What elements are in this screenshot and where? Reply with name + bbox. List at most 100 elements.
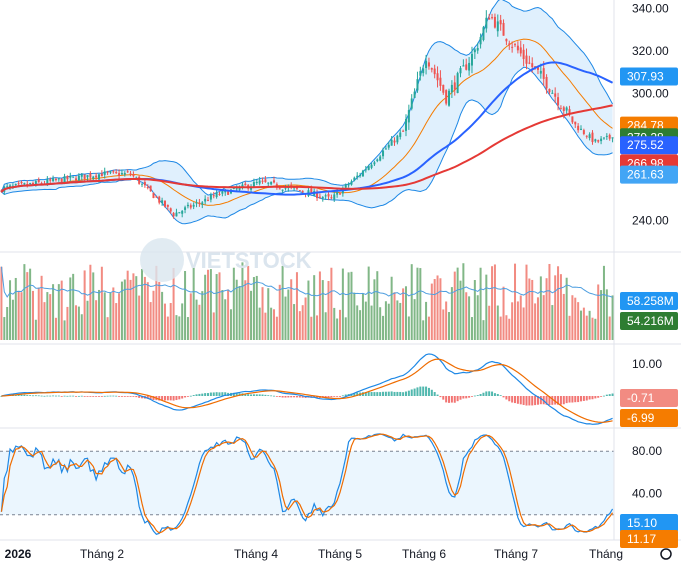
- candle-body: [46, 179, 49, 184]
- bollinger-mid-line: [1, 38, 613, 206]
- volume-bar: [376, 271, 379, 340]
- candle-body: [143, 182, 146, 186]
- candle-body: [278, 188, 281, 190]
- volume-bar: [106, 317, 109, 340]
- candle-body: [410, 98, 413, 109]
- volume-bar: [602, 265, 605, 340]
- volume-bar: [327, 281, 330, 340]
- volume-bar: [298, 311, 301, 340]
- macd-histogram-bar: [382, 391, 385, 396]
- candle-body: [384, 148, 387, 150]
- volume-bar: [559, 274, 562, 340]
- stochastic-badge-label: 15.10: [627, 516, 657, 530]
- macd-histogram-bar: [201, 393, 204, 396]
- volume-bar: [75, 305, 78, 340]
- macd-histogram-bar: [519, 396, 522, 405]
- macd-histogram-bar: [427, 387, 430, 396]
- volume-bar: [336, 318, 339, 340]
- candle-body: [227, 191, 230, 195]
- volume-bar: [344, 317, 347, 340]
- macd-histogram-bar: [430, 389, 433, 396]
- macd-histogram-bar: [218, 392, 221, 396]
- candle-body: [534, 66, 537, 68]
- candle-body: [574, 121, 577, 125]
- candle-body: [611, 137, 614, 139]
- candle-body: [367, 166, 370, 170]
- volume-bar: [462, 263, 465, 340]
- x-axis-label: Tháng 5: [318, 547, 362, 561]
- macd-histogram-bar: [571, 396, 574, 403]
- macd-histogram-bar: [161, 396, 164, 401]
- candle-body: [470, 53, 473, 66]
- macd-histogram-bar: [198, 393, 201, 396]
- volume-bar: [594, 318, 597, 340]
- macd-histogram-bar: [445, 396, 448, 403]
- volume-bar: [410, 264, 413, 340]
- candle-body: [155, 196, 158, 198]
- candle-body: [557, 97, 560, 106]
- candle-body: [198, 202, 201, 204]
- candle-body: [396, 135, 399, 143]
- volume-bar: [34, 319, 37, 340]
- candle-body: [568, 109, 571, 115]
- volume-bar: [611, 295, 614, 340]
- macd-histogram-bar: [152, 396, 155, 400]
- macd-histogram-bar: [178, 396, 181, 400]
- volume-bar: [158, 281, 161, 340]
- macd-histogram-bar: [611, 393, 614, 396]
- candle-body: [419, 71, 422, 76]
- settings-gear-icon[interactable]: [660, 548, 672, 560]
- volume-bar: [6, 306, 9, 340]
- macd-histogram-bar: [344, 394, 347, 396]
- volume-bar: [198, 304, 201, 340]
- volume-bar: [605, 289, 608, 340]
- volume-bar: [473, 280, 476, 340]
- volume-bar: [499, 316, 502, 340]
- volume-bar: [273, 309, 276, 340]
- candle-body: [209, 195, 212, 200]
- macd-histogram-bar: [534, 396, 537, 406]
- candle-body: [301, 190, 304, 192]
- volume-bar: [261, 287, 264, 340]
- volume-bar: [582, 307, 585, 340]
- macd-tick-label: 10.00: [632, 357, 662, 371]
- candle-body: [115, 172, 118, 174]
- candle-body: [353, 177, 356, 181]
- macd-histogram-bar: [367, 391, 370, 396]
- candle-body: [522, 49, 525, 60]
- candle-body: [77, 175, 80, 181]
- candle-body: [235, 188, 238, 190]
- candle-body: [379, 156, 382, 161]
- macd-histogram-bar: [244, 393, 247, 396]
- macd-histogram-bar: [270, 395, 273, 397]
- macd-histogram-bar: [364, 392, 367, 396]
- macd-histogram-bar: [522, 396, 525, 405]
- volume-bar: [192, 267, 195, 340]
- macd-histogram-bar: [390, 391, 393, 396]
- macd-histogram-bar: [209, 392, 212, 396]
- macd-histogram-bar: [499, 395, 502, 396]
- ma-red-line: [0, 104, 613, 193]
- volume-bar: [353, 292, 356, 340]
- volume-bar: [361, 293, 364, 340]
- candle-body: [580, 128, 583, 130]
- macd-histogram-bar: [106, 395, 109, 397]
- volume-bar: [476, 295, 479, 340]
- candle-body: [298, 190, 301, 192]
- volume-bar: [359, 310, 362, 340]
- volume-bar: [169, 303, 172, 340]
- candle-body: [436, 73, 439, 81]
- candle-body: [120, 173, 123, 175]
- macd-histogram-bar: [473, 395, 476, 397]
- macd-histogram-bar: [356, 392, 359, 396]
- volume-bar: [86, 300, 89, 340]
- candle-body: [433, 68, 436, 75]
- candle-body: [356, 175, 359, 178]
- volume-bar: [204, 274, 207, 340]
- candle-body: [264, 179, 267, 183]
- volume-bar: [516, 301, 519, 340]
- volume-bar: [470, 317, 473, 340]
- volume-bar: [14, 277, 17, 340]
- volume-bar: [536, 297, 539, 340]
